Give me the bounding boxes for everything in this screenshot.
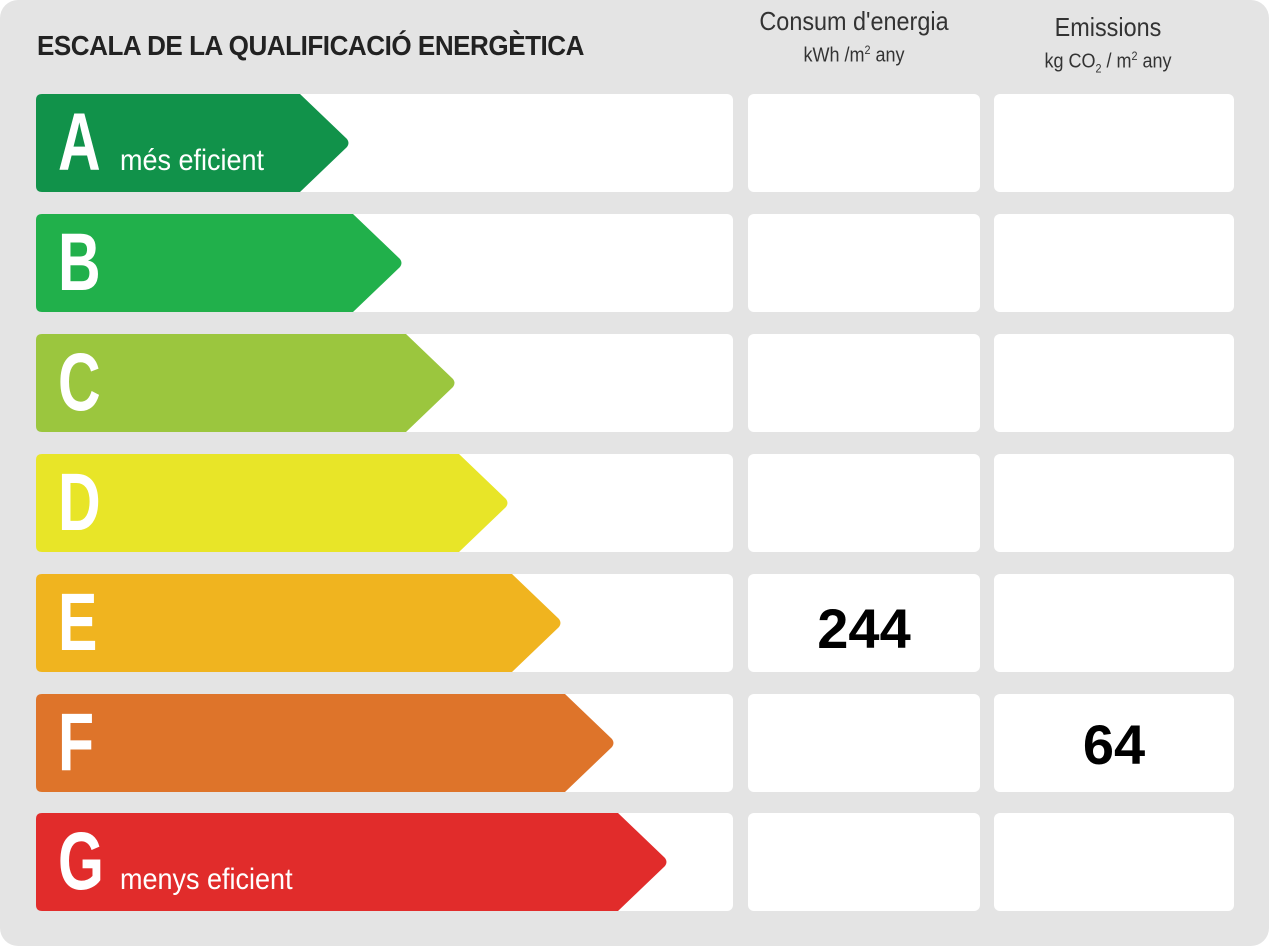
rating-letter-b: B	[58, 217, 101, 308]
emissions-header: Emissions kg CO2 / m2 any	[996, 12, 1220, 83]
rating-arrow-g	[36, 813, 667, 911]
consumption-cell-e	[748, 574, 980, 672]
emissions-cell-a	[994, 94, 1234, 192]
emissions-cell-e	[994, 574, 1234, 672]
consumption-cell-c	[748, 334, 980, 432]
consumption-unit: kWh /m2 any	[803, 43, 905, 67]
emissions-cell-c	[994, 334, 1234, 432]
consumption-cell-b	[748, 214, 980, 312]
rating-letter-g: G	[58, 816, 104, 907]
rating-letter-a: A	[58, 97, 101, 188]
rating-sublabel-g: menys eficient	[120, 863, 293, 896]
rating-arrow-b	[36, 214, 402, 312]
consumption-header: Consum d'energia kWh /m2 any	[748, 6, 960, 70]
emissions-cell-b	[994, 214, 1234, 312]
emissions-unit: kg CO2 / m2 any	[1044, 49, 1172, 76]
rating-arrow-e	[36, 574, 561, 672]
consumption-cell-f	[748, 694, 980, 792]
emissions-value: 64	[1082, 713, 1146, 776]
rating-letter-c: C	[58, 337, 101, 428]
consumption-value: 244	[817, 597, 911, 660]
rating-letter-f: F	[58, 697, 95, 788]
consumption-cell-a	[748, 94, 980, 192]
rating-arrow-f	[36, 694, 614, 792]
emissions-cell-f	[994, 694, 1234, 792]
rating-arrow-a	[36, 94, 349, 192]
consumption-cell-g	[748, 813, 980, 911]
rating-sublabel-a: més eficient	[120, 144, 265, 177]
consumption-cell-d	[748, 454, 980, 552]
rating-letter-d: D	[58, 457, 101, 548]
emissions-title: Emissions	[1054, 12, 1162, 42]
consumption-title: Consum d'energia	[759, 6, 949, 36]
rating-arrow-c	[36, 334, 455, 432]
emissions-cell-d	[994, 454, 1234, 552]
rating-letter-e: E	[58, 577, 98, 668]
emissions-cell-g	[994, 813, 1234, 911]
label-title: ESCALA DE LA QUALIFICACIÓ ENERGÈTICA	[37, 30, 584, 61]
rating-arrow-d	[36, 454, 508, 552]
